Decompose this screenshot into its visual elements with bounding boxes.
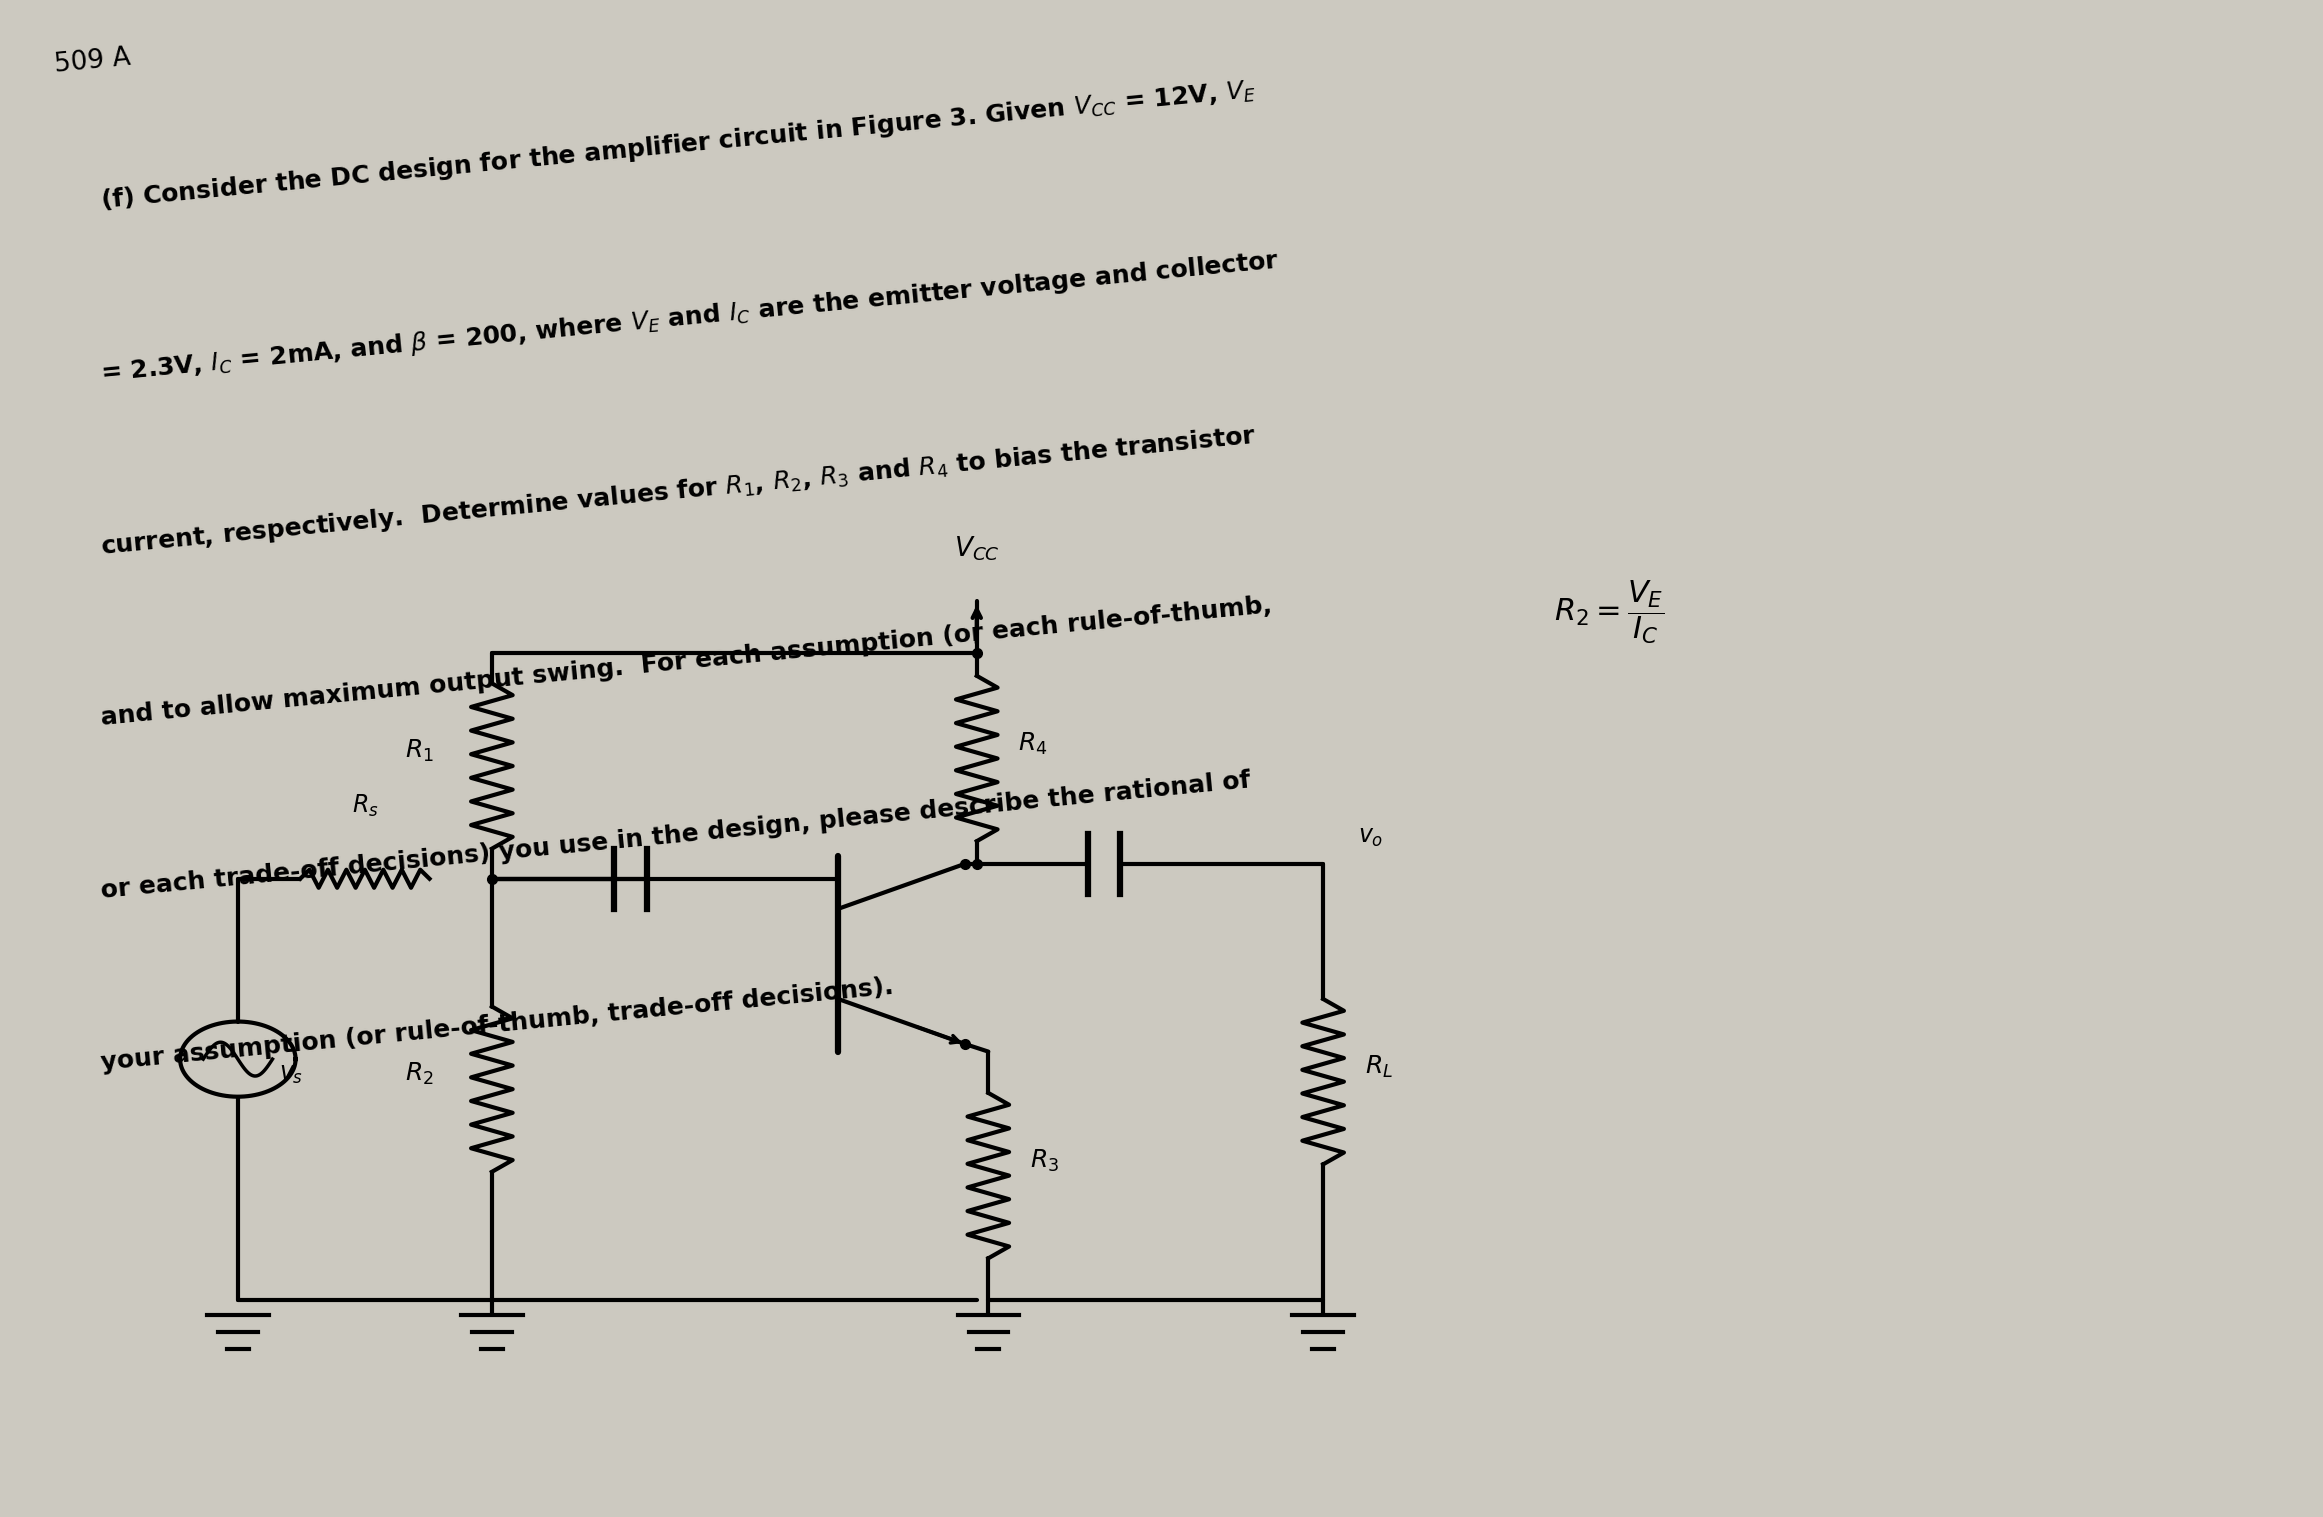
Text: = 2.3V, $I_C$ = 2mA, and $\beta$ = 200, where $V_E$ and $I_C$ are the emitter vo: = 2.3V, $I_C$ = 2mA, and $\beta$ = 200, … [100,247,1280,388]
Text: $R_4$: $R_4$ [1017,730,1048,757]
Text: and to allow maximum output swing.  For each assumption (or each rule-of-thumb,: and to allow maximum output swing. For e… [100,593,1273,730]
Text: $R_L$: $R_L$ [1364,1053,1394,1080]
Text: $R_3$: $R_3$ [1029,1147,1059,1174]
Text: 509 A: 509 A [53,44,132,77]
Text: current, respectively.  Determine values for $R_1$, $R_2$, $R_3$ and $R_4$ to bi: current, respectively. Determine values … [100,422,1257,561]
Text: $R_2 = \dfrac{V_E}{I_C}$: $R_2 = \dfrac{V_E}{I_C}$ [1554,578,1663,646]
Text: $v_o$: $v_o$ [1357,825,1382,848]
Text: $V_{CC}$: $V_{CC}$ [955,534,999,563]
Text: (f) Consider the DC design for the amplifier circuit in Figure 3. Given $V_{CC}$: (f) Consider the DC design for the ampli… [100,76,1257,215]
Text: $R_s$: $R_s$ [351,792,379,819]
Text: or each trade-off decisions) you use in the design, please describe the rational: or each trade-off decisions) you use in … [100,768,1252,903]
Text: your assumption (or rule-of-thumb, trade-off decisions).: your assumption (or rule-of-thumb, trade… [100,975,894,1076]
Text: $R_2$: $R_2$ [407,1060,434,1088]
Text: $v_s$: $v_s$ [279,1062,304,1086]
Text: $R_1$: $R_1$ [404,737,434,765]
